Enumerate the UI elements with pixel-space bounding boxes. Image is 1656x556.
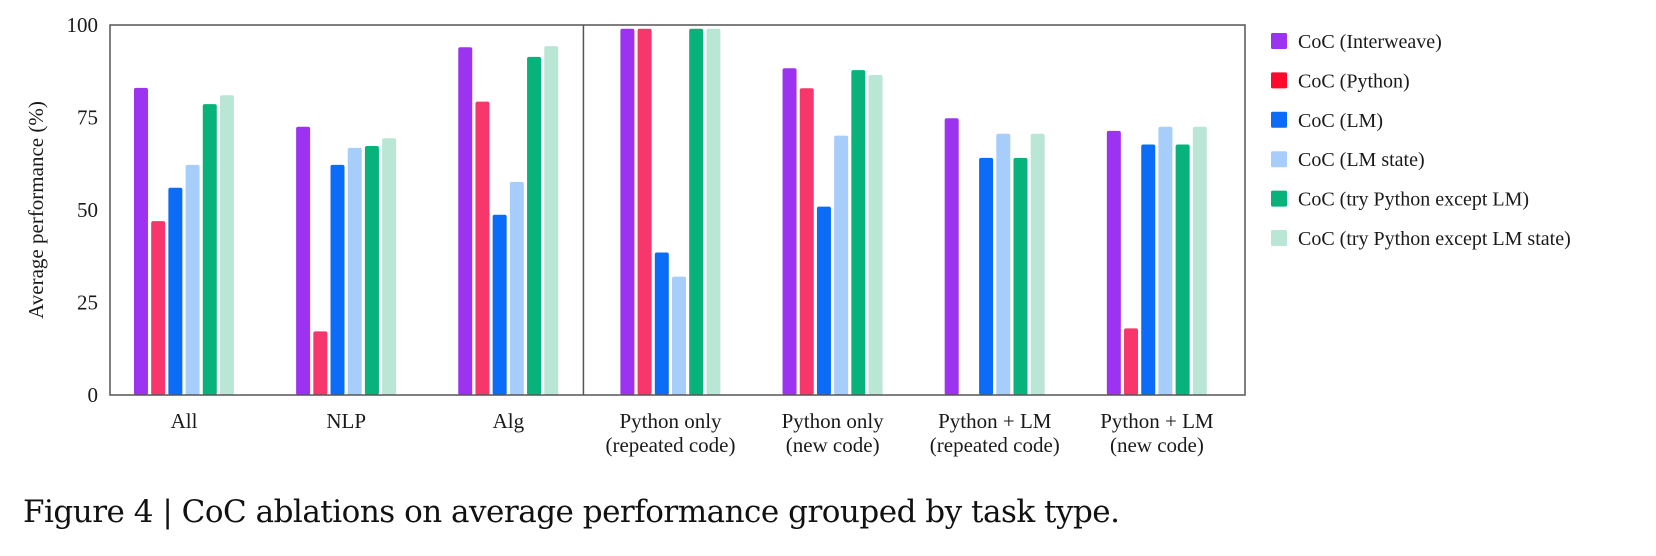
bar-4-group-4 xyxy=(672,276,686,395)
bars-layer xyxy=(133,28,1207,396)
legend-label: CoC (Python) xyxy=(1298,70,1410,92)
bar-6-group-7 xyxy=(1192,126,1207,395)
legend-label: CoC (Interweave) xyxy=(1298,31,1442,53)
bar-2-group-1 xyxy=(151,221,166,395)
bar-2-group-2 xyxy=(313,331,328,395)
x-tick-label: Alg xyxy=(493,409,525,433)
bar-4-group-5 xyxy=(834,135,849,395)
bar-3-group-3 xyxy=(492,214,507,395)
bar-5-group-5 xyxy=(851,70,866,395)
bar-1-group-6 xyxy=(944,118,959,396)
x-tick-label: Python + LM (repeated code) xyxy=(930,409,1060,457)
bar-1-group-1 xyxy=(133,87,148,396)
bar-4-group-3 xyxy=(509,181,524,395)
y-tick-label: 75 xyxy=(77,106,98,130)
legend-label: CoC (try Python except LM) xyxy=(1298,189,1529,211)
bar-1-group-4 xyxy=(620,28,635,395)
bar-3-group-5 xyxy=(816,206,831,395)
legend-swatch xyxy=(1271,230,1287,246)
bar-3-group-1 xyxy=(168,187,183,395)
bar-2-group-3 xyxy=(475,101,490,395)
bar-6-group-3 xyxy=(544,46,559,396)
bar-6-group-2 xyxy=(382,138,397,395)
bar-5-group-1 xyxy=(202,104,217,396)
legend: CoC (Interweave) CoC (Python) CoC (LM) CoC … xyxy=(1271,31,1571,250)
bar-3-group-2 xyxy=(330,164,345,395)
bar-1-group-5 xyxy=(782,68,797,395)
plot-frame xyxy=(109,24,1246,396)
x-axis-ticks: All NLP Alg Python only (repeated code) Pytho… xyxy=(171,409,1214,457)
bar-5-group-2 xyxy=(364,145,379,395)
bar-2-group-7 xyxy=(1124,328,1139,395)
y-axis-label: Average performance (%) xyxy=(24,101,48,319)
bar-4-group-7 xyxy=(1158,126,1173,395)
bar-1-group-2 xyxy=(296,126,311,395)
bar-5-group-6 xyxy=(1013,157,1028,395)
y-tick-label: 50 xyxy=(77,198,98,222)
bar-6-group-1 xyxy=(219,95,234,396)
y-axis-ticks: 0 25 50 75 100 xyxy=(67,13,99,407)
bar-1-group-7 xyxy=(1106,130,1121,395)
bar-chart: 0 25 50 75 100 All NLP Alg Python only (repeated… xyxy=(24,13,1571,457)
y-tick-label: 0 xyxy=(88,383,99,407)
figure-caption: Figure 4 | CoC ablations on average perf… xyxy=(23,494,1120,530)
x-tick-label: Python + LM (new code) xyxy=(1100,409,1214,457)
legend-label: CoC (try Python except LM state) xyxy=(1298,228,1571,250)
bar-3-group-7 xyxy=(1141,144,1156,395)
x-tick-label: Python only (repeated code) xyxy=(606,409,736,457)
y-tick-label: 25 xyxy=(77,291,98,315)
y-tick-label: 100 xyxy=(67,13,99,37)
legend-label: CoC (LM) xyxy=(1298,110,1383,132)
bar-3-group-6 xyxy=(979,157,994,395)
bar-3-group-4 xyxy=(654,252,669,395)
legend-label: CoC (LM state) xyxy=(1298,149,1425,171)
bar-5-group-4 xyxy=(689,28,704,395)
bar-6-group-5 xyxy=(868,74,883,395)
legend-swatch xyxy=(1271,72,1287,89)
bar-4-group-6 xyxy=(996,133,1011,395)
bar-2-group-5 xyxy=(799,88,814,396)
bar-4-group-2 xyxy=(347,147,362,395)
bar-1-group-3 xyxy=(458,47,473,395)
bar-6-group-6 xyxy=(1030,133,1045,395)
bar-5-group-7 xyxy=(1175,144,1190,395)
bar-6-group-4 xyxy=(706,28,721,395)
x-tick-label: NLP xyxy=(326,409,366,433)
bar-2-group-4 xyxy=(637,28,652,395)
legend-swatch xyxy=(1271,151,1287,168)
legend-swatch xyxy=(1271,190,1287,207)
x-tick-label: Python only (new code) xyxy=(782,409,885,457)
legend-swatch xyxy=(1271,111,1287,128)
x-tick-label: All xyxy=(171,409,198,433)
bar-4-group-1 xyxy=(185,164,200,395)
legend-swatch xyxy=(1271,33,1287,49)
bar-5-group-3 xyxy=(527,56,542,395)
